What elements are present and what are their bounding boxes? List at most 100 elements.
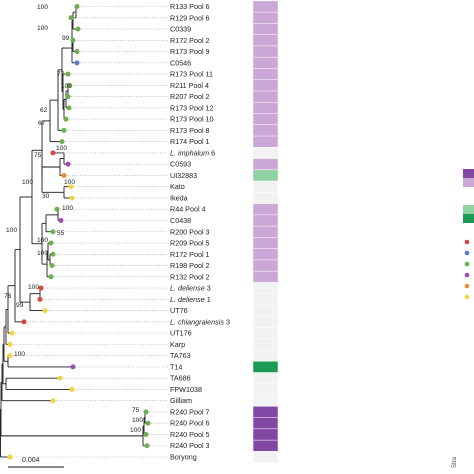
strain-cell [252, 383, 279, 396]
tip-label: R211 Pool 4 [170, 81, 209, 90]
tip-label: FPW1038 [170, 385, 202, 394]
tip-label: L. deliense 3 [170, 284, 211, 293]
strain-cell [252, 304, 279, 317]
tip-label: R240 Pool 3 [170, 441, 210, 450]
legend-dot [464, 239, 470, 245]
tip-label: R200 Pool 3 [170, 227, 210, 236]
tip-marker [42, 308, 48, 314]
tip-marker [75, 26, 81, 32]
tip-marker [74, 4, 80, 9]
tip-marker [65, 94, 71, 100]
tip-label-species: L. imphalum [170, 148, 209, 157]
tip-label: Gilliam [170, 396, 192, 405]
strain-cell [252, 79, 279, 92]
tip-label: C0438 [170, 216, 191, 225]
tip-label: R240 Pool 7 [170, 407, 210, 416]
tip-marker [50, 398, 56, 404]
strain-cell [252, 113, 279, 126]
strain-cell [252, 327, 279, 340]
tip-label: L. chiangraiensis 3 [170, 317, 230, 326]
strain-cell [252, 237, 279, 250]
tip-marker [65, 71, 71, 77]
tip-label-species: L. deliense [170, 284, 205, 293]
bootstrap-value: 99 [62, 35, 70, 42]
tip-marker [7, 353, 13, 359]
bootstrap-value: 100 [37, 25, 48, 32]
strain-heat-column [252, 0, 279, 464]
tip-label: R133 Pool 6 [170, 2, 210, 11]
tip-label: UT176 [170, 329, 192, 338]
tip-marker [50, 229, 56, 235]
tip-marker [143, 431, 149, 437]
tip-label: L. imphalum 6 [170, 148, 215, 157]
bootstrap-value: 67 [38, 120, 46, 127]
tip-marker [63, 116, 69, 122]
tip-marker [9, 330, 15, 336]
strain-cell [252, 203, 279, 216]
strain-cell [252, 90, 279, 103]
legend-swatch [463, 205, 474, 214]
strain-cell [252, 338, 279, 351]
tip-label: R173 Pool 11 [170, 70, 213, 79]
strain-cell [252, 293, 279, 306]
tip-label-suffix: 3 [224, 317, 230, 326]
tip-label: R240 Pool 5 [170, 430, 210, 439]
strain-cell [252, 68, 279, 81]
bootstrap-value: 100 [132, 417, 143, 424]
scale-bar-label: 0.004 [22, 457, 40, 464]
strain-cell [252, 23, 279, 36]
tip-label: R44 Pool 4 [170, 205, 206, 214]
strain-cell [252, 394, 279, 407]
strain-cell [252, 214, 279, 227]
strain-cell [252, 451, 279, 464]
tip-marker [48, 274, 54, 280]
tip-label-species: L. deliense [170, 295, 205, 304]
column-label: Stra [452, 456, 458, 468]
strain-cell [252, 124, 279, 137]
tip-label: L. deliense 1 [170, 295, 211, 304]
bootstrap-value: 100 [37, 250, 48, 257]
strain-cell [252, 180, 279, 193]
tip-label: Boryong [170, 453, 197, 462]
bootstrap-value: 75 [132, 407, 140, 414]
tip-marker [38, 285, 44, 291]
tip-marker [57, 375, 63, 381]
tip-marker [144, 443, 150, 449]
tip-marker [7, 454, 13, 460]
tip-marker [69, 195, 75, 201]
legend-swatch [463, 178, 474, 187]
tip-marker [65, 161, 71, 167]
legend-swatch [463, 214, 474, 223]
legend-dot [464, 272, 470, 278]
tip-label: R129 Pool 6 [170, 13, 210, 22]
tip-marker [21, 319, 27, 325]
bootstrap-value: 100 [37, 237, 48, 244]
bootstrap-value: 99 [16, 302, 24, 309]
tip-marker [66, 105, 72, 111]
bootstrap-value: 62 [40, 107, 48, 114]
tip-label: R207 Pool 2 [170, 92, 210, 101]
strain-cell [252, 406, 279, 419]
bootstrap-value: 100 [56, 145, 67, 152]
tip-label: T14 [170, 362, 182, 371]
tip-label: TA686 [170, 374, 191, 383]
tip-marker [50, 150, 56, 156]
bootstrap-value: 100 [61, 83, 72, 90]
bootstrap-value: 30 [42, 193, 50, 200]
strain-cell [252, 225, 279, 238]
strain-cell [252, 158, 279, 171]
bootstrap-value: 100 [22, 179, 33, 186]
bootstrap-value: 78 [4, 293, 12, 300]
strain-cell [252, 428, 279, 441]
strain-cell [252, 192, 279, 205]
tip-leader-lines [13, 6, 168, 458]
tip-marker [70, 364, 76, 370]
tip-marker [48, 240, 54, 246]
tip-marker [61, 127, 67, 133]
tip-label: R173 Pool 10 [170, 115, 214, 124]
strain-cell [252, 56, 279, 69]
legend-dot [464, 250, 470, 256]
strain-cell [252, 315, 279, 328]
strain-cell [252, 349, 279, 362]
strain-cell [252, 169, 279, 182]
